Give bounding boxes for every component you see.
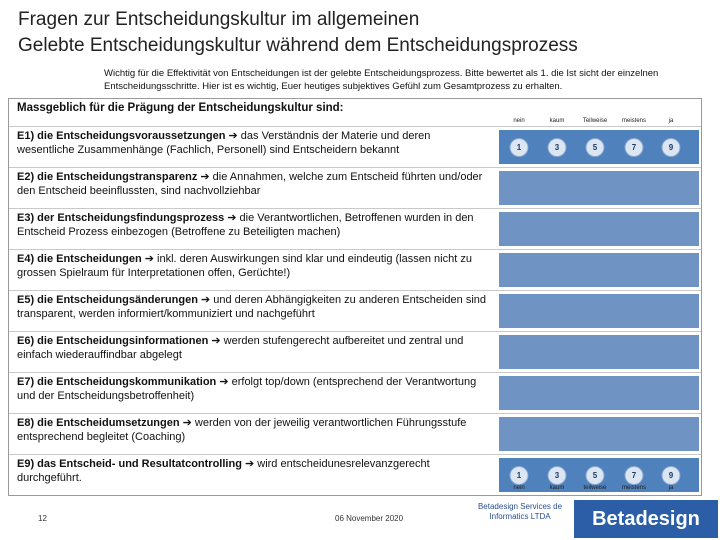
arrow-icon: ➔ [228, 130, 238, 142]
arrow-icon: ➔ [144, 253, 154, 265]
rating-arrow[interactable] [499, 171, 699, 205]
table-row: E3) der Entscheidungsfindungsprozess ➔ d… [9, 208, 701, 249]
row-description: werden stufengerecht aufbereitet und zen… [17, 335, 464, 361]
arrow-icon: ➔ [227, 212, 237, 224]
rating-arrow[interactable] [499, 376, 699, 410]
row-text: E1) die Entscheidungsvoraussetzungen ➔ d… [17, 130, 487, 157]
row-description: erfolgt top/down (entsprechend der Veran… [17, 376, 477, 402]
arrow-icon: ➔ [219, 376, 229, 388]
table-heading: Massgeblich für die Prägung der Entschei… [17, 102, 344, 114]
footer-date: 06 November 2020 [335, 514, 404, 523]
row-text: E3) der Entscheidungsfindungsprozess ➔ d… [17, 212, 487, 239]
row-text: E2) die Entscheidungstransparenz ➔ die A… [17, 171, 487, 198]
table-row: E1) die Entscheidungsvoraussetzungen ➔ d… [9, 126, 701, 167]
slide-title-line1: Fragen zur Entscheidungskultur im allgem… [18, 9, 420, 30]
row-label: E4) die Entscheidungen [17, 253, 142, 265]
row-label: E8) die Entscheidumsetzungen [17, 417, 180, 429]
row-description: und deren Abhängigkeiten zu anderen Ents… [17, 294, 487, 320]
table-row: E8) die Entscheidumsetzungen ➔ werden vo… [9, 413, 701, 454]
betadesign-logo: Betadesign [574, 500, 718, 538]
slide-title-line2: Gelebte Entscheidungskultur während dem … [18, 35, 578, 56]
table-row: E9) das Entscheid- und Resultatcontrolli… [9, 454, 701, 495]
scale-labels-bottom: nein kaum teilweise meistens ja [499, 485, 699, 495]
row-label: E6) die Entscheidungsinformationen [17, 335, 209, 347]
row-label: E1) die Entscheidungsvoraussetzungen [17, 130, 226, 142]
row-description: wird entscheidunesrelevanzgerecht durchg… [17, 458, 430, 484]
rating-option[interactable]: 1 [509, 466, 529, 485]
arrow-icon: ➔ [244, 458, 255, 470]
scale-label: Teilweise [582, 118, 608, 124]
rating-option[interactable]: 1 [509, 138, 529, 157]
row-label: E5) die Entscheidungsänderungen [17, 294, 198, 306]
row-text: E7) die Entscheidungskommunikation ➔ erf… [17, 376, 487, 403]
scale-label: teilweise [583, 485, 607, 491]
intro-text: Wichtig für die Effektivität von Entsche… [104, 68, 659, 92]
rating-option[interactable]: 7 [624, 466, 644, 485]
scale-label: nein [513, 118, 525, 124]
row-label: E9) das Entscheid- und Resultatcontrolli… [17, 458, 242, 470]
scale-label: meistens [621, 118, 647, 124]
row-description: werden von der jeweilig verantwortlichen… [17, 417, 467, 443]
scale-label: ja [668, 485, 674, 491]
scale-label: kaum [549, 485, 565, 491]
row-text: E9) das Entscheid- und Resultatcontrolli… [17, 458, 487, 485]
arrow-icon: ➔ [182, 417, 192, 429]
rating-arrow[interactable] [499, 253, 699, 287]
table-row: E6) die Entscheidungsinformationen ➔ wer… [9, 331, 701, 372]
row-label: E3) der Entscheidungsfindungsprozess [17, 212, 225, 224]
rating-arrow[interactable] [499, 212, 699, 246]
row-text: E8) die Entscheidumsetzungen ➔ werden vo… [17, 417, 487, 444]
rating-option[interactable]: 3 [547, 466, 567, 485]
table-row: E7) die Entscheidungskommunikation ➔ erf… [9, 372, 701, 413]
row-description: das Verständnis der Materie und deren we… [17, 130, 431, 156]
scale-label: meistens [621, 485, 647, 491]
rating-option[interactable]: 5 [585, 466, 605, 485]
rating-option[interactable]: 7 [624, 138, 644, 157]
scale-label: kaum [549, 118, 565, 124]
questionnaire-table: Massgeblich für die Prägung der Entschei… [8, 98, 702, 496]
scale-label: nein [513, 485, 525, 491]
rating-option[interactable]: 5 [585, 138, 605, 157]
row-description: die Verantwortlichen, Betroffenen wurden… [17, 212, 474, 238]
rating-option[interactable]: 9 [661, 138, 681, 157]
rating-option[interactable]: 3 [547, 138, 567, 157]
row-text: E6) die Entscheidungsinformationen ➔ wer… [17, 335, 487, 362]
page-number: 12 [38, 514, 47, 523]
rating-arrow[interactable] [499, 294, 699, 328]
row-description: inkl. deren Auswirkungen sind klar und e… [17, 253, 472, 279]
scale-labels-top: nein kaum Teilweise meistens ja [499, 118, 699, 128]
scale-label: ja [668, 118, 674, 124]
rating-arrow[interactable] [499, 417, 699, 451]
row-label: E7) die Entscheidungskommunikation [17, 376, 217, 388]
row-label: E2) die Entscheidungstransparenz [17, 171, 198, 183]
arrow-icon: ➔ [200, 294, 211, 306]
arrow-icon: ➔ [211, 335, 221, 347]
table-row: E2) die Entscheidungstransparenz ➔ die A… [9, 167, 701, 208]
company-name: Betadesign Services de Informatics LTDA [477, 502, 563, 521]
table-row: E5) die Entscheidungsänderungen ➔ und de… [9, 290, 701, 331]
row-description: die Annahmen, welche zum Entscheid führt… [17, 171, 483, 197]
row-text: E4) die Entscheidungen ➔ inkl. deren Aus… [17, 253, 487, 280]
rating-option[interactable]: 9 [661, 466, 681, 485]
row-text: E5) die Entscheidungsänderungen ➔ und de… [17, 294, 487, 321]
rating-arrow[interactable] [499, 335, 699, 369]
table-row: E4) die Entscheidungen ➔ inkl. deren Aus… [9, 249, 701, 290]
arrow-icon: ➔ [200, 171, 210, 183]
